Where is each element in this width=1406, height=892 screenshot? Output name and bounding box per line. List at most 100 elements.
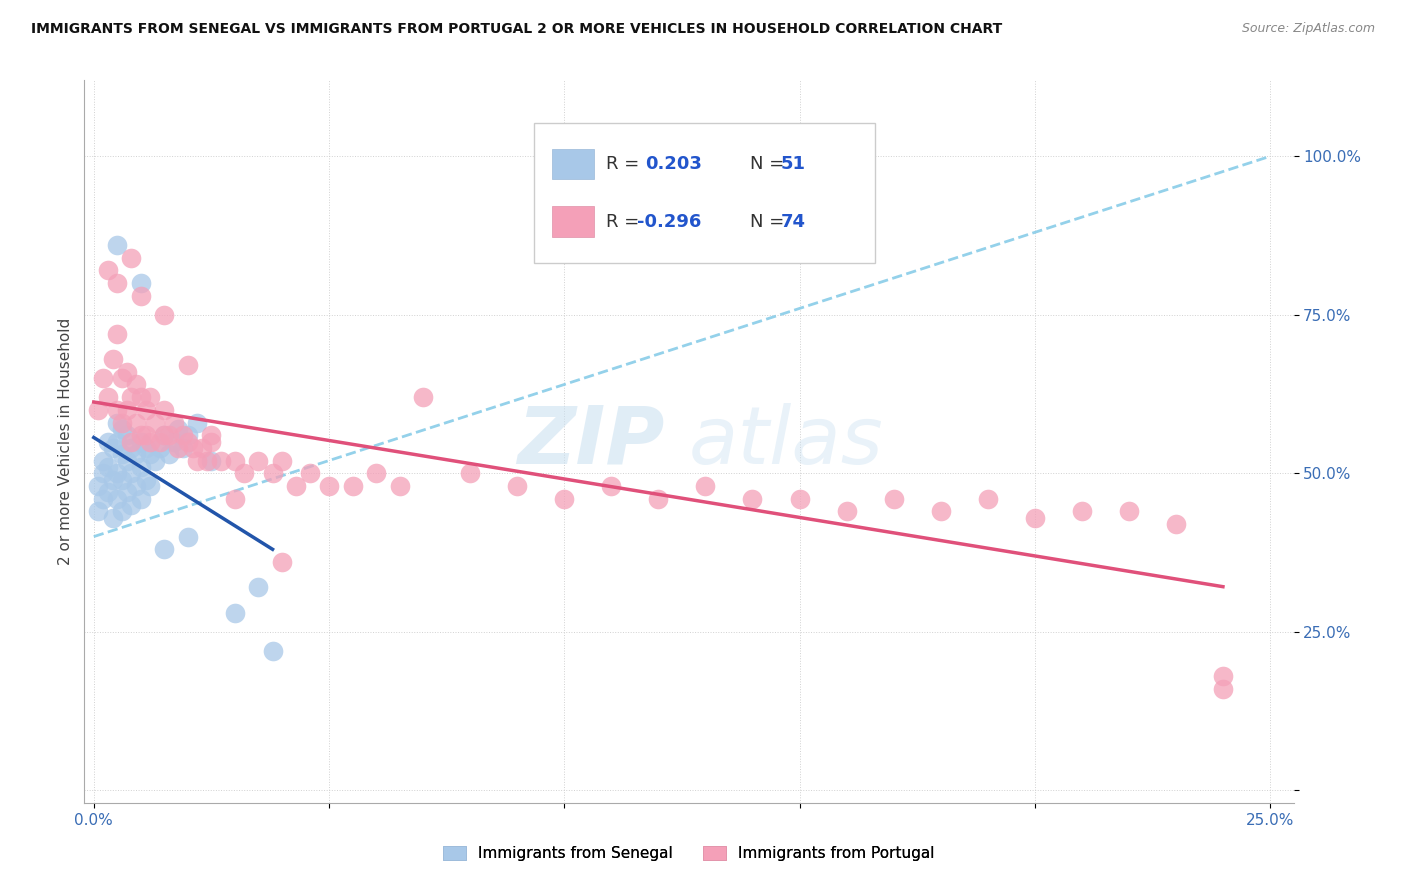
Point <box>172 428 194 442</box>
Point <box>139 434 162 449</box>
Text: 0.203: 0.203 <box>645 155 703 173</box>
Point <box>200 453 222 467</box>
Legend: Immigrants from Senegal, Immigrants from Portugal: Immigrants from Senegal, Immigrants from… <box>437 840 941 867</box>
Point <box>191 441 214 455</box>
Point <box>91 491 114 506</box>
Point <box>125 377 148 392</box>
Text: ZIP: ZIP <box>517 402 665 481</box>
Point <box>233 467 256 481</box>
Point <box>1212 681 1234 696</box>
Point <box>976 491 998 506</box>
Point <box>105 276 128 290</box>
Point <box>458 467 481 481</box>
Y-axis label: 2 or more Vehicles in Household: 2 or more Vehicles in Household <box>58 318 73 566</box>
Point <box>129 289 152 303</box>
Point <box>143 416 166 430</box>
Point <box>97 459 120 474</box>
Point <box>153 402 176 417</box>
Point <box>167 422 190 436</box>
Point <box>101 473 124 487</box>
Point <box>200 434 222 449</box>
Point <box>111 371 134 385</box>
Point <box>177 359 200 373</box>
Point <box>342 479 364 493</box>
Point <box>120 390 142 404</box>
Point <box>224 491 246 506</box>
Point <box>105 238 128 252</box>
Point <box>135 441 157 455</box>
Point <box>120 441 142 455</box>
Point <box>153 308 176 322</box>
Point <box>600 479 623 493</box>
Point <box>1070 504 1092 518</box>
Point <box>105 491 128 506</box>
Point <box>120 498 142 512</box>
Point <box>318 479 340 493</box>
Point <box>87 479 110 493</box>
Point <box>262 643 284 657</box>
Point <box>195 453 218 467</box>
Point <box>695 479 717 493</box>
Text: -0.296: -0.296 <box>637 212 702 231</box>
Point <box>91 453 114 467</box>
Point <box>91 371 114 385</box>
Point <box>120 467 142 481</box>
Point <box>149 441 172 455</box>
Point <box>87 402 110 417</box>
Text: R =: R = <box>606 155 645 173</box>
Point <box>111 422 134 436</box>
Point <box>181 441 204 455</box>
Point <box>129 459 152 474</box>
Point <box>97 263 120 277</box>
Point <box>97 485 120 500</box>
Point <box>115 402 138 417</box>
Point <box>115 365 138 379</box>
Text: 74: 74 <box>780 212 806 231</box>
Point <box>105 402 128 417</box>
Point <box>139 390 162 404</box>
Text: IMMIGRANTS FROM SENEGAL VS IMMIGRANTS FROM PORTUGAL 2 OR MORE VEHICLES IN HOUSEH: IMMIGRANTS FROM SENEGAL VS IMMIGRANTS FR… <box>31 22 1002 37</box>
Point <box>835 504 858 518</box>
Point <box>172 441 194 455</box>
Point <box>285 479 308 493</box>
Point <box>111 447 134 461</box>
Point <box>163 434 186 449</box>
Point <box>105 326 128 341</box>
Point <box>135 402 157 417</box>
Point <box>97 434 120 449</box>
Point <box>125 416 148 430</box>
Text: N =: N = <box>749 212 790 231</box>
Point <box>224 453 246 467</box>
Point <box>553 491 575 506</box>
Point <box>115 428 138 442</box>
Point <box>1024 510 1046 524</box>
Point <box>177 428 200 442</box>
Point <box>271 453 294 467</box>
Point <box>157 447 180 461</box>
Point <box>247 453 270 467</box>
Point <box>101 352 124 367</box>
Point <box>647 491 669 506</box>
Point <box>506 479 529 493</box>
Point <box>262 467 284 481</box>
Point <box>97 390 120 404</box>
Point <box>129 390 152 404</box>
Point <box>120 434 142 449</box>
Point <box>91 467 114 481</box>
Point <box>271 555 294 569</box>
Point <box>143 453 166 467</box>
Point <box>139 479 162 493</box>
Point <box>929 504 952 518</box>
Point <box>1212 669 1234 683</box>
Point <box>129 428 152 442</box>
Point <box>186 416 208 430</box>
Point <box>105 434 128 449</box>
Point <box>883 491 905 506</box>
Point <box>125 479 148 493</box>
Point <box>129 491 152 506</box>
Point <box>388 479 411 493</box>
Point <box>111 473 134 487</box>
Point <box>135 473 157 487</box>
Point <box>153 428 176 442</box>
Text: atlas: atlas <box>689 402 884 481</box>
